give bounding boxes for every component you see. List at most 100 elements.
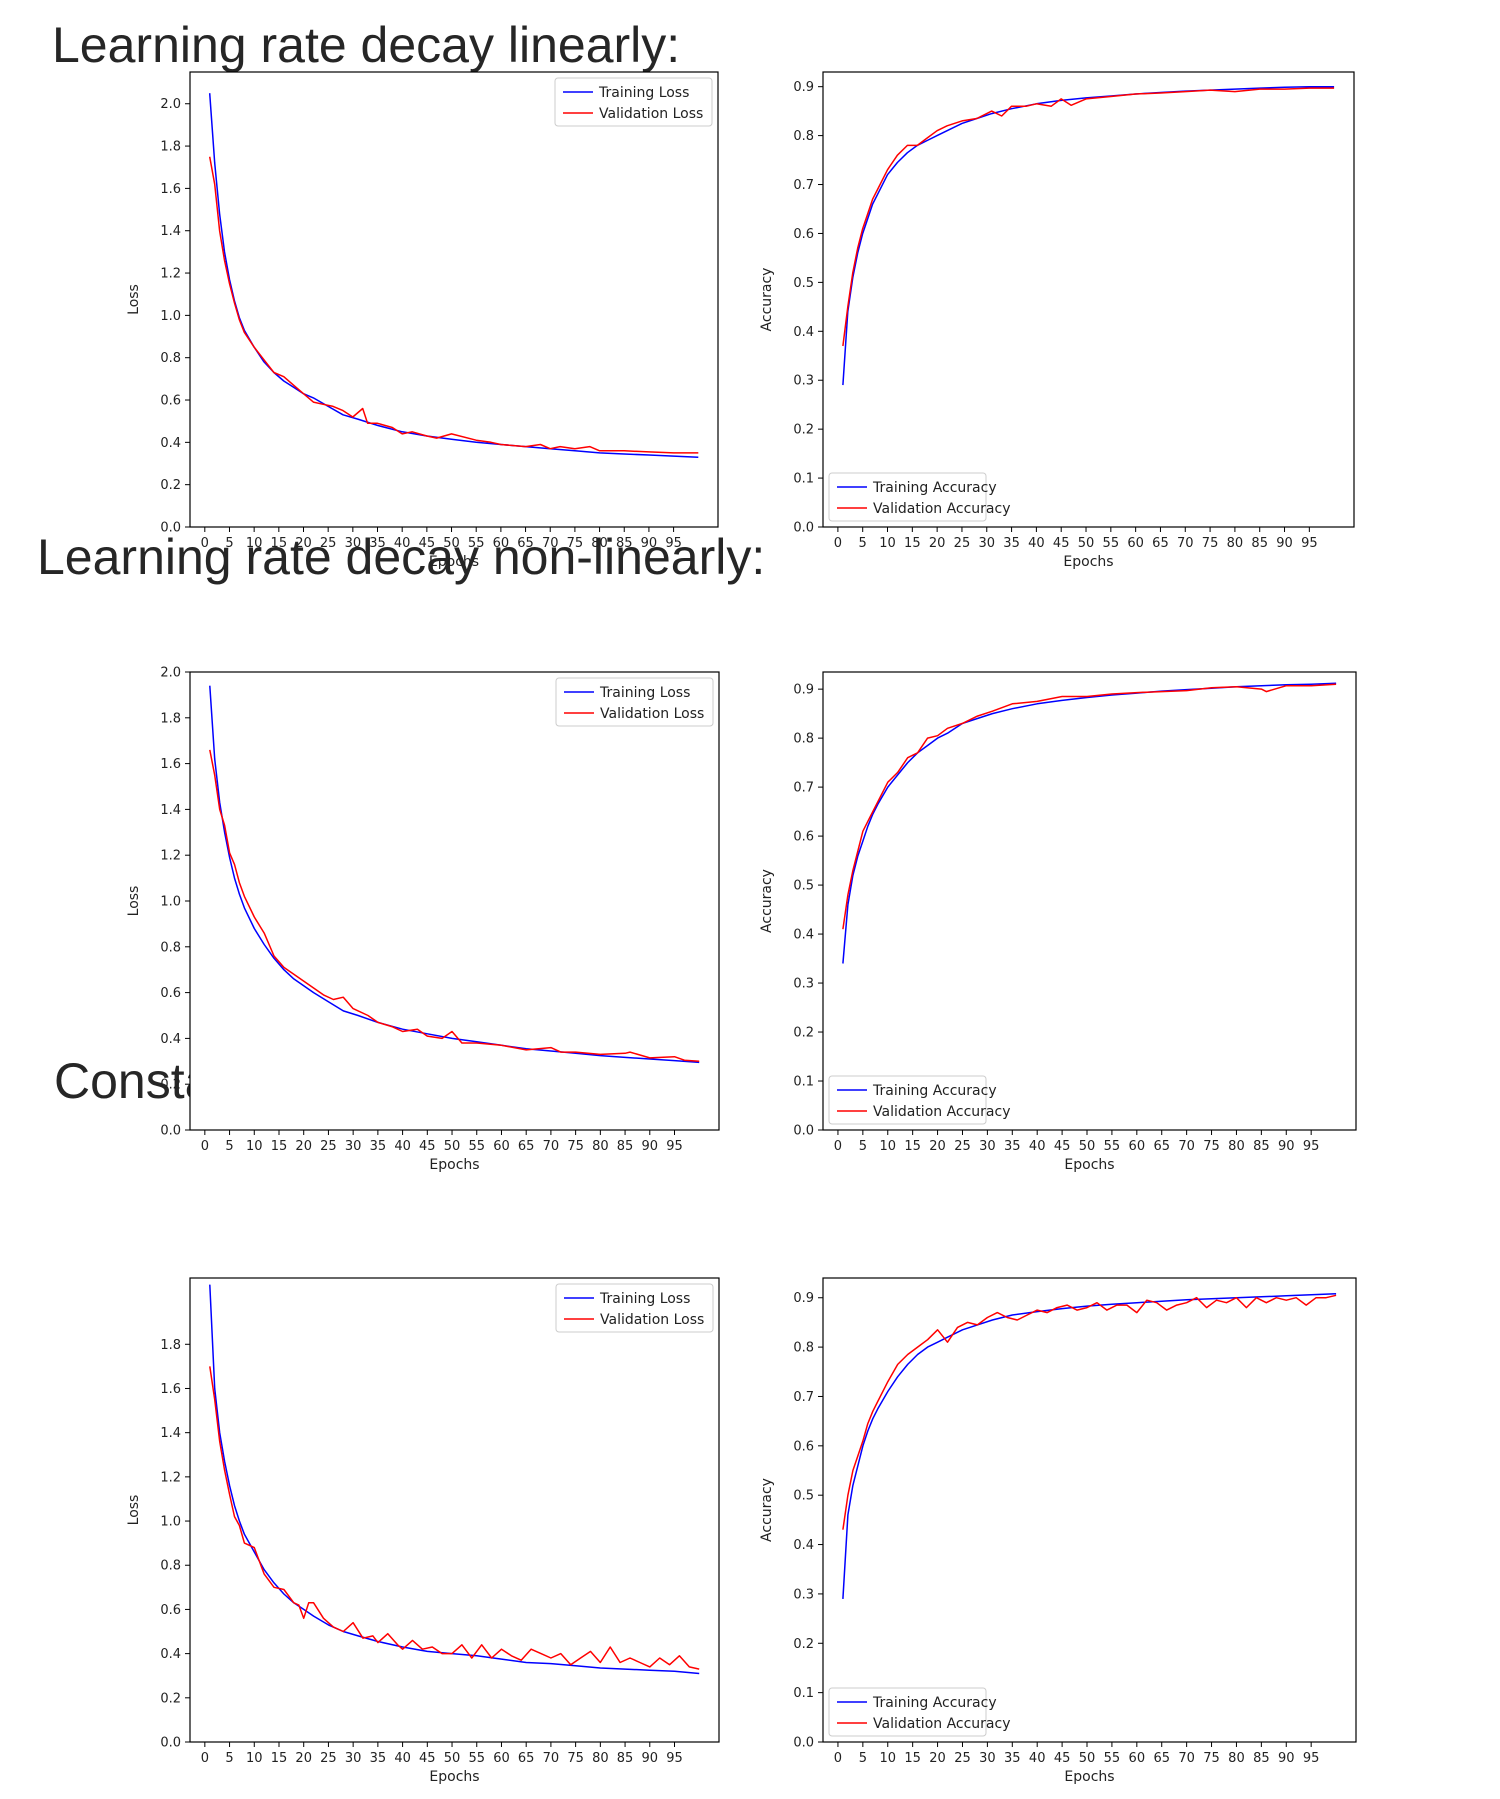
- x-tick-label: 80: [591, 536, 608, 551]
- x-tick-label: 90: [1278, 1751, 1295, 1766]
- y-tick-label: 0.4: [160, 436, 181, 451]
- y-tick-label: 0.0: [793, 1124, 814, 1139]
- y-tick-label: 0.0: [160, 1736, 181, 1751]
- x-tick-label: 70: [542, 536, 559, 551]
- x-tick-label: 10: [879, 536, 896, 551]
- x-tick-label: 60: [493, 1751, 510, 1766]
- x-tick-label: 80: [1227, 536, 1244, 551]
- legend-box: [828, 1075, 987, 1125]
- x-tick-label: 90: [642, 1751, 659, 1766]
- y-tick-label: 0.6: [793, 1439, 814, 1454]
- y-tick-label: 0.4: [160, 1647, 181, 1662]
- y-tick-label: 0.2: [160, 1691, 181, 1706]
- x-tick-label: 15: [271, 1139, 288, 1154]
- x-tick-label: 80: [1228, 1751, 1245, 1766]
- x-tick-label: 65: [518, 1139, 535, 1154]
- x-tick-label: 35: [1004, 1139, 1021, 1154]
- x-tick-label: 45: [1054, 1139, 1071, 1154]
- plot-frame: [822, 71, 1355, 528]
- x-tick-label: 75: [567, 1139, 584, 1154]
- chart-linear-accuracy: 0 5 10 15 20 25 30 35 40 45 50 55 60 65 70 75 80 85 90 95 0.…: [759, 71, 1355, 570]
- x-tick-label: 70: [1178, 1751, 1195, 1766]
- x-tick-label: 30: [345, 536, 362, 551]
- y-tick-label: 0.4: [793, 928, 814, 943]
- y-tick-label: 1.6: [160, 1382, 181, 1397]
- x-tick-label: 10: [246, 1751, 263, 1766]
- x-tick-label: 20: [929, 536, 946, 551]
- y-tick-label: 0.2: [160, 478, 181, 493]
- y-tick-label: 1.4: [160, 803, 181, 818]
- y-tick-label: 0.8: [160, 351, 181, 366]
- legend-label: Training Loss: [599, 1291, 690, 1307]
- x-tick-label: 65: [1153, 1751, 1170, 1766]
- legend: Training Loss Validation Loss: [554, 77, 713, 127]
- x-tick-label: 65: [1152, 536, 1169, 551]
- section-title-nonlinear: Learning rate decay non-linearly:: [37, 529, 766, 585]
- x-tick-label: 40: [1029, 1751, 1046, 1766]
- x-tick-label: 75: [567, 536, 584, 551]
- x-tick-label: 15: [271, 536, 288, 551]
- x-tick-label: 20: [295, 536, 312, 551]
- x-tick-label: 55: [468, 1139, 485, 1154]
- y-axis-label: Accuracy: [759, 268, 775, 332]
- x-tick-label: 55: [468, 1751, 485, 1766]
- x-tick-label: 65: [1153, 1139, 1170, 1154]
- legend: Training Accuracy Validation Accuracy: [828, 472, 1011, 522]
- y-tick-label: 1.6: [160, 182, 181, 197]
- legend-label: Validation Accuracy: [873, 501, 1011, 517]
- legend-label: Training Loss: [599, 685, 690, 701]
- x-tick-label: 20: [295, 1751, 312, 1766]
- y-axis-label: Accuracy: [759, 869, 775, 933]
- x-tick-label: 30: [345, 1139, 362, 1154]
- x-tick-label: 80: [592, 1751, 609, 1766]
- y-tick-label: 0.1: [793, 472, 814, 487]
- x-tick-label: 75: [1203, 1751, 1220, 1766]
- y-tick-label: 0.9: [793, 683, 814, 698]
- x-tick-label: 0: [201, 1751, 209, 1766]
- x-tick-label: 90: [1278, 1139, 1295, 1154]
- x-tick-label: 85: [1251, 536, 1268, 551]
- legend-label: Validation Accuracy: [873, 1104, 1011, 1120]
- x-tick-label: 20: [929, 1139, 946, 1154]
- x-axis-label: Epochs: [429, 1769, 479, 1785]
- y-tick-label: 1.0: [160, 895, 181, 910]
- x-tick-label: 40: [394, 1751, 411, 1766]
- x-tick-label: 15: [271, 1751, 288, 1766]
- y-tick-label: 0.8: [160, 1559, 181, 1574]
- plot-frame: [822, 671, 1357, 1131]
- legend: Training Loss Validation Loss: [555, 1283, 714, 1333]
- series-line-validation-accuracy: [842, 87, 1335, 347]
- x-tick-label: 10: [879, 1139, 896, 1154]
- y-tick-label: 0.7: [793, 781, 814, 796]
- chart-nonlinear-loss: 0 5 10 15 20 25 30 35 40 45 50 55 60 65 70 75 80 85 90 95 0.…: [126, 666, 720, 1173]
- y-tick-label: 0.2: [160, 1078, 181, 1093]
- y-tick-label: 0.4: [160, 1032, 181, 1047]
- x-tick-label: 90: [642, 1139, 659, 1154]
- x-tick-label: 15: [904, 1139, 921, 1154]
- y-tick-label: 0.9: [793, 1291, 814, 1306]
- legend-box: [828, 472, 987, 522]
- chart-nonlinear-accuracy: 0 5 10 15 20 25 30 35 40 45 50 55 60 65 70 75 80 85 90 95 0.…: [759, 671, 1357, 1173]
- x-tick-label: 5: [225, 1139, 233, 1154]
- legend-box: [555, 1283, 714, 1333]
- y-tick-label: 0.9: [793, 80, 814, 95]
- y-tick-label: 0.6: [160, 986, 181, 1001]
- y-axis-label: Loss: [126, 284, 142, 315]
- y-tick-label: 0.8: [793, 732, 814, 747]
- x-tick-label: 85: [617, 1751, 634, 1766]
- y-tick-label: 1.0: [160, 309, 181, 324]
- x-tick-label: 60: [1127, 536, 1144, 551]
- x-tick-label: 35: [370, 1751, 387, 1766]
- x-tick-label: 0: [834, 536, 842, 551]
- legend-box: [828, 1687, 987, 1737]
- x-tick-label: 45: [1053, 536, 1070, 551]
- y-tick-label: 0.0: [793, 521, 814, 536]
- y-tick-label: 0.0: [160, 521, 181, 536]
- y-tick-label: 1.8: [160, 711, 181, 726]
- x-tick-label: 55: [1104, 1139, 1121, 1154]
- x-tick-label: 65: [517, 536, 534, 551]
- y-tick-label: 0.4: [793, 325, 814, 340]
- chart-constant-accuracy: 0 5 10 15 20 25 30 35 40 45 50 55 60 65 70 75 80 85 90 95 0.…: [759, 1277, 1357, 1785]
- y-tick-label: 0.2: [793, 1637, 814, 1652]
- x-tick-label: 50: [443, 536, 460, 551]
